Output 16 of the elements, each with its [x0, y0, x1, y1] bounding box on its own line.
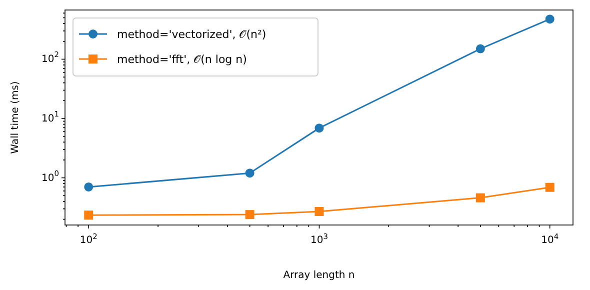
- point: [314, 207, 324, 216]
- x-tick-label: 10$^{4}$: [541, 232, 559, 246]
- point: [84, 210, 94, 220]
- legend-label: method='fft', 𝒪(n log n): [117, 53, 247, 66]
- x-tick-label: 10$^{2}$: [80, 232, 98, 246]
- point: [545, 182, 554, 192]
- point: [545, 14, 554, 24]
- x-tick-label: 10$^{3}$: [310, 232, 328, 246]
- point: [84, 182, 94, 192]
- y-tick-label: 10$^{1}$: [41, 110, 60, 124]
- point: [314, 124, 324, 133]
- y-tick-label: 10$^{0}$: [41, 168, 60, 184]
- x-axis-title: Array length n: [283, 270, 355, 281]
- y-tick-label: 10$^{2}$: [41, 50, 60, 65]
- y-axis-title: Wall time (ms): [10, 81, 21, 154]
- legend-label: method='vectorized', 𝒪(n²): [117, 28, 266, 41]
